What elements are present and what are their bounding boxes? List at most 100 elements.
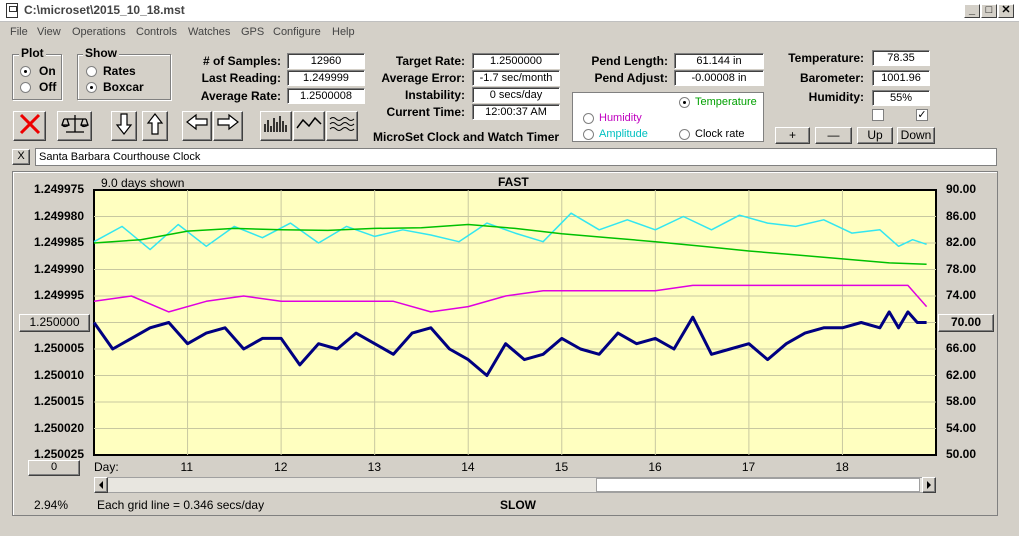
menu-view[interactable]: View (37, 26, 61, 38)
show-rates-radio[interactable] (86, 66, 97, 77)
menu-operations[interactable]: Operations (72, 26, 126, 38)
x-axis-tick: 18 (835, 460, 849, 474)
menu-watches[interactable]: Watches (188, 26, 231, 38)
scale-plus-button[interactable]: + (775, 127, 810, 144)
minimize-button[interactable]: _ (964, 4, 980, 18)
right-axis-tick: 90.00 (946, 182, 977, 196)
instability-label: Instability: (404, 88, 465, 102)
amplitude-radio[interactable] (583, 129, 594, 140)
average-error-value: -1.7 sec/month (472, 70, 560, 86)
temperature-label: Temperature: (788, 51, 864, 65)
chart-series (92, 212, 928, 377)
center-rate-button[interactable]: 1.250000 (19, 314, 90, 332)
scale-minus-button[interactable]: — (815, 127, 852, 144)
close-button[interactable]: ✕ (998, 4, 1014, 18)
balance-button[interactable] (57, 111, 92, 141)
target-rate-label: Target Rate: (395, 54, 465, 68)
menu-file[interactable]: File (10, 26, 28, 38)
aux-plot-group (572, 92, 764, 142)
humidity-label: Humidity: (808, 90, 864, 104)
menu-help[interactable]: Help (332, 26, 355, 38)
chart-panel (12, 171, 998, 516)
last-reading-value: 1.249999 (287, 70, 365, 86)
x-axis-tick: 12 (274, 460, 288, 474)
right-axis-tick: 78.00 (946, 261, 977, 276)
x-axis-tick: 16 (648, 460, 662, 474)
scale-down-button[interactable]: Down (897, 127, 935, 144)
scroll-left-icon (99, 481, 103, 489)
pend-adjust-value: -0.00008 in (674, 70, 764, 86)
title-bar: C:\microset\2015_10_18.mst _ □ ✕ (0, 0, 1019, 22)
humidity-option-label: Humidity (599, 112, 642, 124)
plot-off-radio[interactable] (20, 82, 31, 93)
days-shown-note: 9.0 days shown (101, 176, 185, 190)
wave-icon (329, 117, 355, 131)
x-axis-tick: 14 (461, 460, 475, 474)
arrow-down-icon (115, 113, 133, 135)
slow-label: SLOW (500, 498, 536, 512)
left-axis-tick: 1.250010 (33, 367, 84, 382)
scroll-left-button[interactable] (94, 477, 108, 493)
show-boxcar-label: Boxcar (103, 80, 144, 94)
clock-name-field[interactable]: Santa Barbara Courthouse Clock (35, 148, 997, 166)
left-axis-tick: 1.249990 (33, 261, 84, 276)
plot-off-label: Off (39, 80, 57, 94)
center-aux-button[interactable]: 70.00 (938, 314, 994, 332)
scroll-right-button[interactable] (922, 477, 936, 493)
menu-controls[interactable]: Controls (136, 26, 177, 38)
show-group-title: Show (83, 46, 119, 60)
chart-grid (94, 190, 936, 455)
right-axis-tick: 82.00 (946, 235, 977, 249)
histogram-icon (264, 116, 287, 132)
arrow-left-icon (186, 113, 208, 131)
checkbox-1[interactable] (872, 109, 884, 121)
x-axis-tick: 13 (367, 460, 382, 474)
left-axis-tick: 1.249995 (33, 288, 84, 302)
humidity-radio[interactable] (583, 113, 594, 124)
histogram-button[interactable] (260, 111, 292, 141)
scroll-thumb[interactable] (596, 478, 920, 492)
offset-button[interactable]: 0 (28, 460, 80, 476)
temperature-radio[interactable] (679, 97, 690, 108)
graph-button[interactable] (293, 111, 325, 141)
right-axis-tick: 62.00 (946, 367, 977, 382)
down-arrow-button[interactable] (111, 111, 137, 141)
red-x-icon (19, 113, 40, 135)
left-arrow-button[interactable] (182, 111, 212, 141)
left-axis-tick: 1.250005 (33, 341, 84, 355)
checkbox-2[interactable]: ✓ (916, 109, 928, 121)
series-temperature (93, 223, 927, 265)
window-title: C:\microset\2015_10_18.mst (24, 3, 185, 17)
x-axis-tick: 15 (554, 460, 569, 474)
stop-button[interactable] (13, 111, 46, 141)
series-clock-rate (92, 310, 927, 377)
menu-configure[interactable]: Configure (273, 26, 321, 38)
plot-on-label: On (39, 64, 56, 78)
right-arrow-button[interactable] (213, 111, 243, 141)
target-rate-value: 1.2500000 (472, 53, 560, 69)
clock-rate-option-label: Clock rate (695, 128, 745, 140)
right-axis-tick: 58.00 (946, 394, 977, 408)
right-axis-tick: 66.00 (946, 341, 977, 355)
up-arrow-button[interactable] (142, 111, 168, 141)
app-icon (6, 3, 18, 18)
show-rates-label: Rates (103, 64, 136, 78)
menu-gps[interactable]: GPS (241, 26, 265, 38)
clock-rate-radio[interactable] (679, 129, 690, 140)
clock-close-button[interactable]: X (12, 149, 30, 165)
left-axis-tick: 1.249985 (33, 235, 84, 249)
scale-up-button[interactable]: Up (857, 127, 893, 144)
right-axis-tick: 74.00 (946, 288, 977, 302)
average-error-label: Average Error: (381, 71, 465, 85)
show-boxcar-radio[interactable] (86, 82, 97, 93)
wave-button[interactable] (326, 111, 358, 141)
scroll-right-icon (927, 481, 931, 489)
samples-label: # of Samples: (202, 54, 281, 68)
left-axis-tick: 1.250025 (33, 447, 84, 461)
maximize-button[interactable]: □ (981, 4, 997, 18)
arrow-right-icon (217, 113, 239, 131)
plot-on-radio[interactable] (20, 66, 31, 77)
left-axis-tick: 1.249980 (33, 208, 84, 223)
pend-length-value: 61.144 in (674, 53, 764, 69)
